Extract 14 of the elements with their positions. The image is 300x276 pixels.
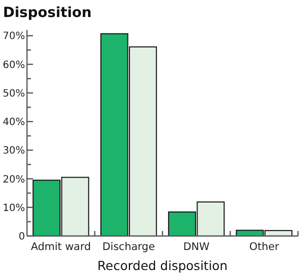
x-tick-label: DNW <box>183 241 210 253</box>
x-axis-title: Recorded disposition <box>97 258 228 273</box>
y-tick-label: 60% <box>2 60 25 71</box>
y-tick-label: 40% <box>2 117 25 128</box>
chart-title: Disposition <box>3 5 92 21</box>
x-tick-label: Discharge <box>102 241 155 253</box>
y-tick-label: 30% <box>2 146 25 157</box>
x-tick-label: Admit ward <box>30 241 91 253</box>
y-tick-label: 20% <box>2 174 25 186</box>
y-tick-label: 70% <box>2 31 25 42</box>
y-tick-label: 0 <box>18 232 25 242</box>
x-tick-label: Other <box>249 241 280 253</box>
y-tick-label: 50% <box>2 88 25 100</box>
y-tick-label: 10% <box>2 202 25 214</box>
